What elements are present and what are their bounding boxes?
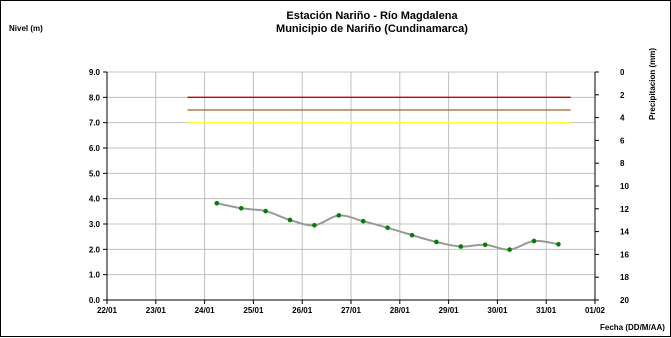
x-tick-label: 28/01 [390, 306, 411, 315]
data-point [458, 244, 464, 249]
data-point [214, 200, 220, 206]
chart-title: Estación Nariño - Río Magdalena [286, 10, 458, 22]
y2-tick-label: 6 [620, 136, 625, 145]
y-tick-label: 1.0 [89, 271, 101, 280]
y-tick-label: 0.0 [89, 296, 101, 305]
y-tick-label: 4.0 [89, 195, 101, 204]
y2-tick-label: 16 [620, 250, 629, 259]
data-point [263, 208, 268, 214]
x-tick-label: 24/01 [195, 306, 216, 315]
y2-tick-label: 0 [620, 68, 625, 77]
y2-axis-label: Precipitacion (mm) [648, 48, 657, 120]
x-tick-label: 26/01 [292, 306, 313, 315]
data-point [238, 205, 244, 211]
data-point [287, 217, 293, 223]
x-tick-label: 27/01 [341, 306, 362, 315]
y-tick-label: 2.0 [89, 245, 101, 254]
x-tick-label: 29/01 [439, 306, 460, 315]
y-axis-label: Nivel (m) [9, 24, 43, 33]
y2-tick-label: 18 [620, 273, 629, 282]
y2-tick-label: 8 [620, 159, 625, 168]
data-point [409, 232, 415, 238]
data-point [556, 241, 561, 247]
data-point [434, 239, 439, 245]
x-tick-label: 23/01 [146, 306, 167, 315]
plot-layer: 0.0 1.0 2.0 3.0 4.0 5.0 6.0 7.0 8.0 9.0 22/01 23/01… [89, 68, 630, 315]
y2-tick-label: 10 [620, 182, 629, 191]
data-point [336, 213, 342, 218]
x-tick-label: 30/01 [487, 306, 508, 315]
data-point [482, 242, 488, 248]
y2-tick-label: 20 [620, 296, 629, 305]
data-point [531, 238, 537, 244]
y2-tick-label: 12 [620, 205, 629, 214]
y2-tick-label: 4 [620, 114, 625, 123]
x-tick-label: 25/01 [243, 306, 264, 315]
x-tick-label: 22/01 [97, 306, 118, 315]
y-tick-label: 6.0 [89, 144, 101, 153]
x-axis-label: Fecha (DD/M/AA) [600, 323, 665, 332]
y-tick-label: 7.0 [89, 119, 101, 128]
y-tick-label: 3.0 [89, 220, 101, 229]
x-tick-label: 31/01 [536, 306, 557, 315]
y-tick-label: 5.0 [89, 169, 101, 178]
data-point [385, 225, 390, 231]
y2-tick-label: 14 [620, 228, 629, 237]
data-point [507, 247, 512, 252]
data-point [312, 222, 317, 228]
x-tick-label: 01/02 [585, 306, 606, 315]
y-tick-label: 9.0 [89, 68, 101, 77]
y-tick-label: 8.0 [89, 93, 101, 102]
data-point [360, 218, 366, 224]
chart-subtitle: Municipio de Nariño (Cundinamarca) [276, 23, 468, 35]
y2-tick-label: 2 [620, 91, 625, 100]
